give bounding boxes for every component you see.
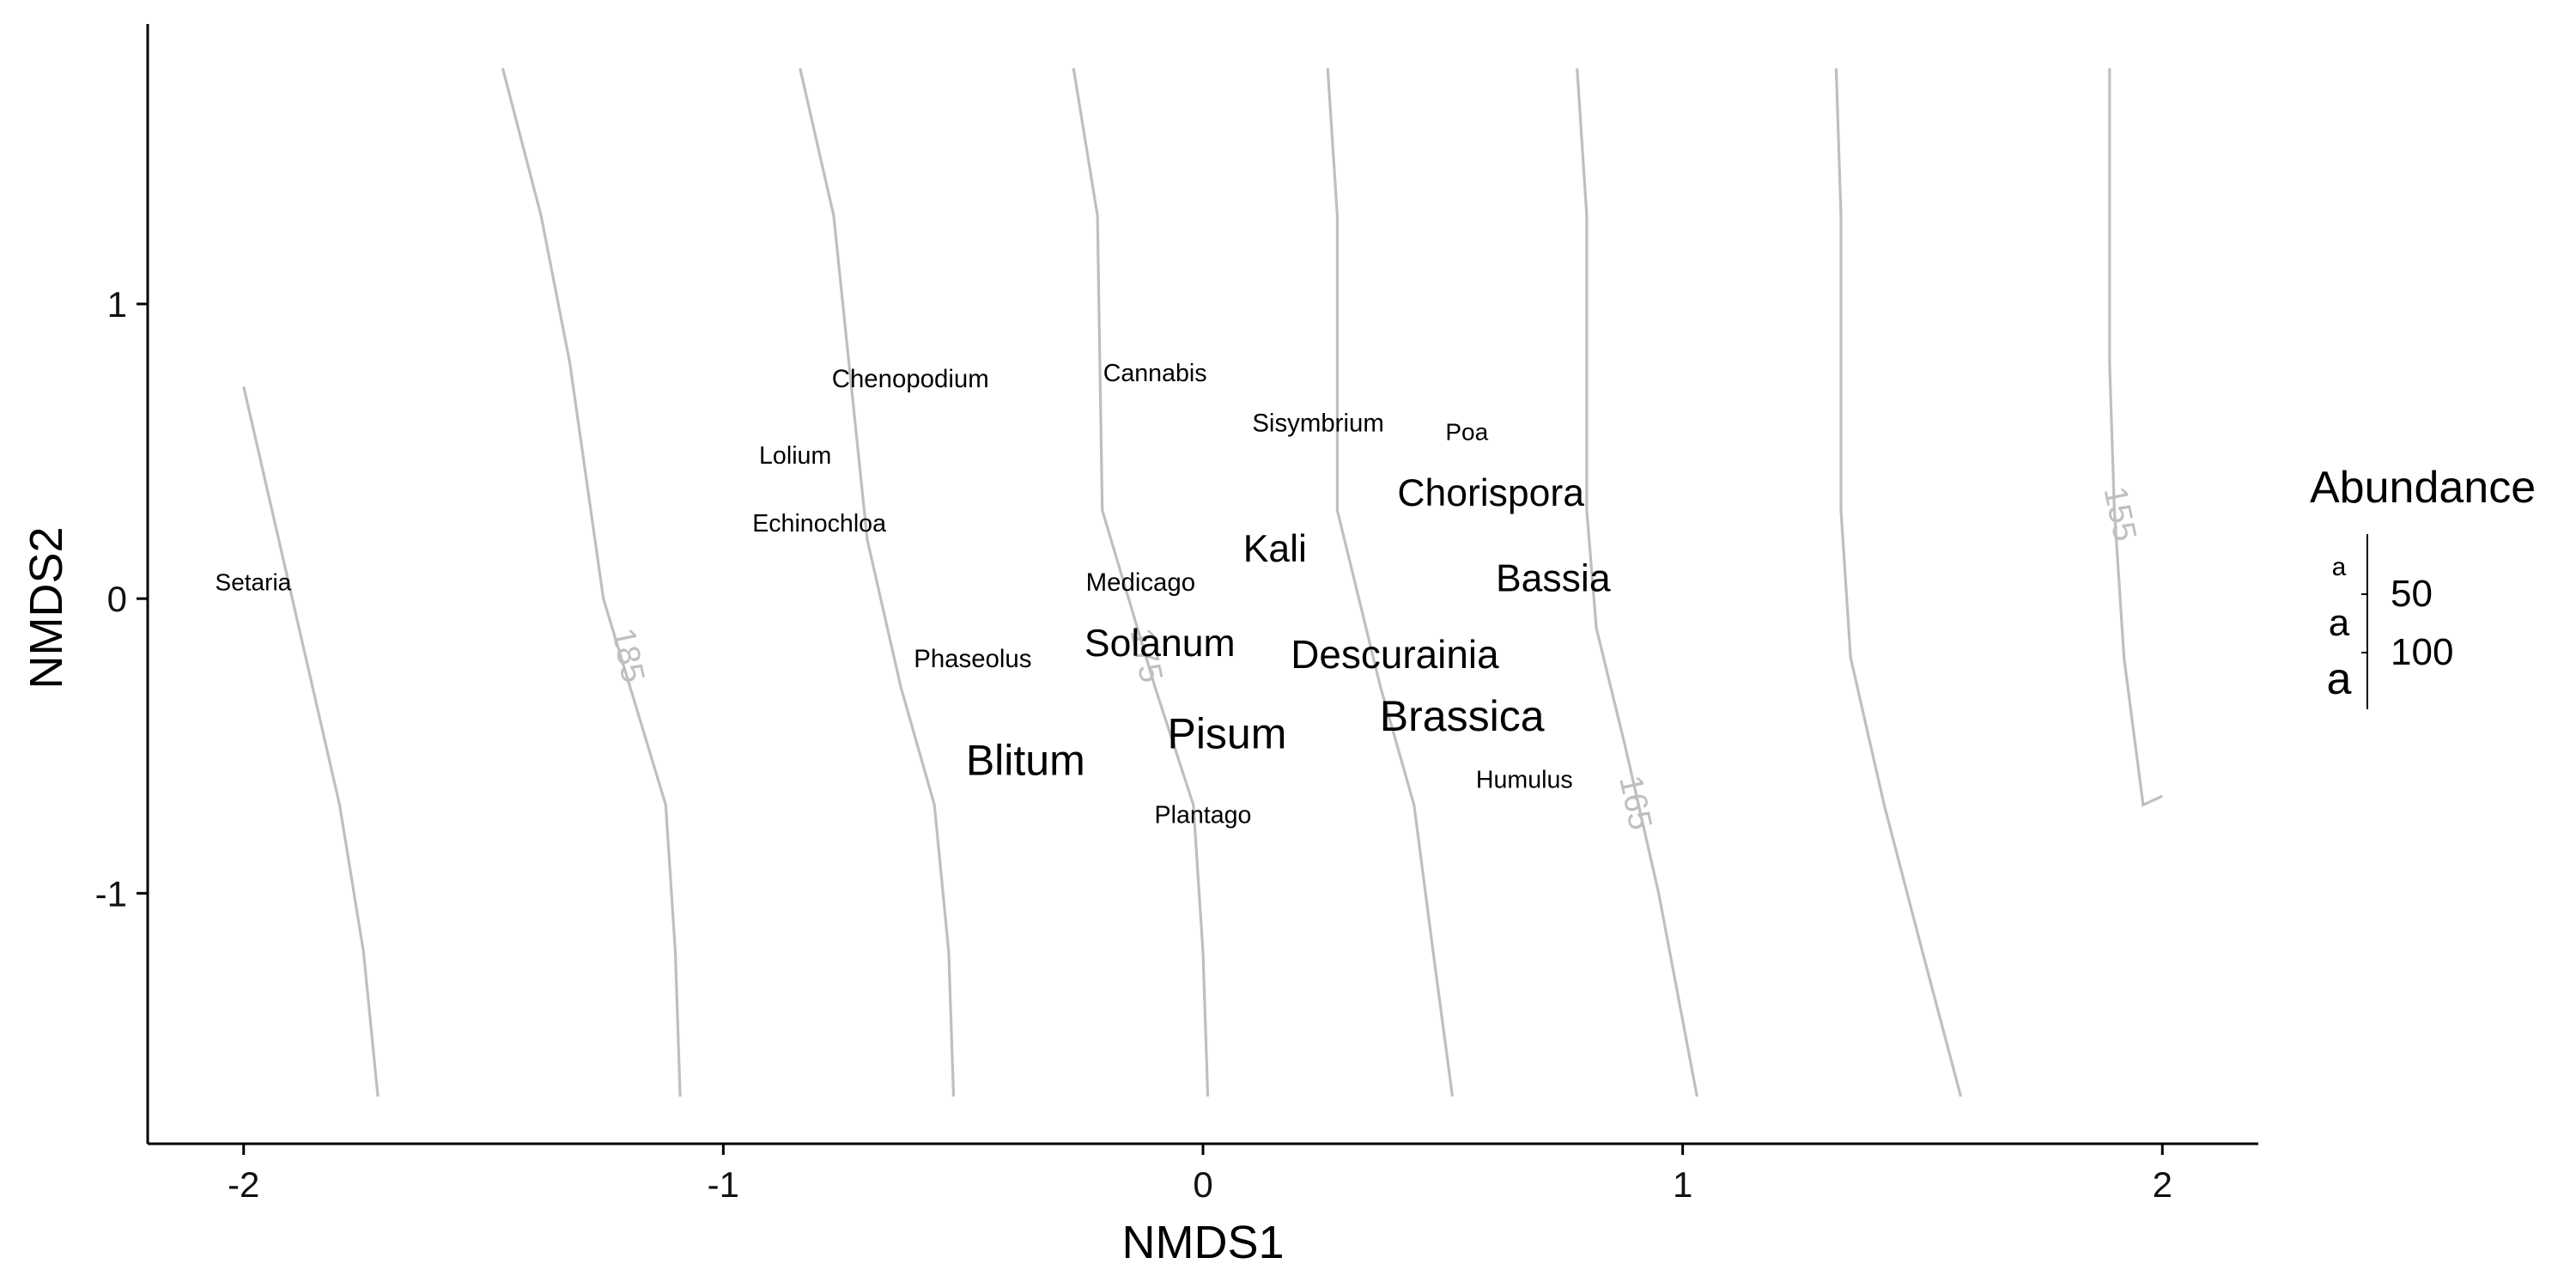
species-label: Brassica <box>1380 692 1545 740</box>
x-tick-label: 2 <box>2153 1164 2172 1205</box>
contour-line <box>1834 68 1963 1097</box>
legend-title: Abundance <box>2310 463 2536 513</box>
species-label: Chenopodium <box>832 365 989 393</box>
species-label: Lolium <box>759 442 831 470</box>
contour-line <box>501 68 682 1097</box>
x-tick-label: -2 <box>228 1164 259 1205</box>
legend-key-glyph: a <box>2332 553 2347 581</box>
species-label: Solanum <box>1084 623 1236 665</box>
species-label: Echinochloa <box>752 510 886 538</box>
contour-label: 185 <box>605 625 651 686</box>
legend-key-glyph: a <box>2329 602 2350 644</box>
contour-line <box>2108 68 2163 807</box>
species-label: Medicago <box>1086 568 1195 597</box>
y-tick-label: 1 <box>107 284 127 325</box>
species-label: Poa <box>1445 418 1488 445</box>
contour-line <box>242 386 380 1097</box>
species-label: Kali <box>1243 528 1307 570</box>
contour-label: 165 <box>1612 772 1658 833</box>
legend-entry-label: 100 <box>2391 631 2453 673</box>
species-label: Descurainia <box>1291 632 1499 677</box>
contour-label: 155 <box>2096 483 2142 544</box>
species-label: Cannabis <box>1103 360 1207 387</box>
species-label: Sisymbrium <box>1252 409 1384 437</box>
y-axis-ticks: -1 0 1 <box>95 284 148 914</box>
species-label: Pisum <box>1167 710 1286 758</box>
x-tick-label: 1 <box>1673 1164 1692 1205</box>
species-label: Phaseolus <box>914 645 1031 673</box>
species-label: Chorispora <box>1397 472 1584 514</box>
species-label: Blitum <box>966 737 1085 785</box>
legend-key-glyph: a <box>2327 654 2352 704</box>
y-tick-label: -1 <box>95 873 127 914</box>
x-tick-label: 0 <box>1193 1164 1212 1205</box>
contour-line <box>799 68 956 1097</box>
y-tick-label: 0 <box>107 579 127 619</box>
legend-entry-label: 50 <box>2391 573 2433 615</box>
contour-line <box>1576 68 1698 1097</box>
species-labels: Setaria Chenopodium Lolium Echinochloa Canna… <box>216 360 1611 829</box>
contour-line <box>1326 68 1455 1097</box>
species-label: Bassia <box>1496 557 1611 599</box>
x-axis-ticks: -2 -1 0 1 2 <box>228 1144 2172 1205</box>
x-axis-title: NMDS1 <box>1121 1217 1284 1268</box>
y-axis-title: NMDS2 <box>21 526 72 689</box>
species-label: Humulus <box>1476 766 1573 793</box>
species-label: Setaria <box>216 568 292 595</box>
x-tick-label: -1 <box>708 1164 739 1205</box>
species-label: Plantago <box>1155 802 1252 829</box>
contour-line <box>1072 68 1210 1097</box>
contour-lines <box>242 68 2163 1097</box>
